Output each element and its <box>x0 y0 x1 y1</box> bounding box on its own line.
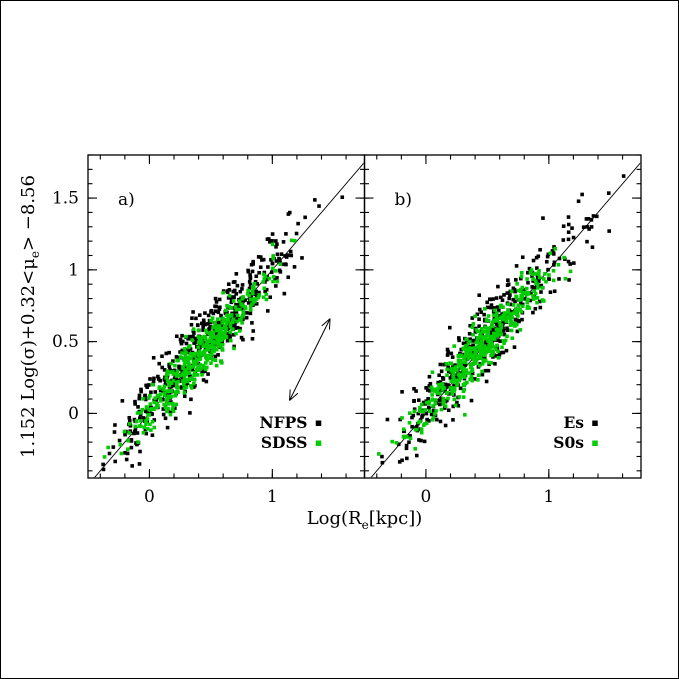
y-axis-label: 1.152 Log(σ)+0.32<μe> −8.56 <box>18 175 42 458</box>
y-tick-label: 1 <box>68 260 79 280</box>
panel-label: b) <box>395 190 413 210</box>
y-tick-label: 0.5 <box>52 332 79 352</box>
panel-label: a) <box>118 190 135 210</box>
scatter-points-SDSS <box>102 238 297 459</box>
error-direction-arrow <box>289 318 331 401</box>
x-tick-label: 1 <box>543 487 554 507</box>
x-axis-label: Log(Re[kpc]) <box>307 508 423 532</box>
legend-label-NFPS: NFPS <box>259 413 307 432</box>
axis-ticks <box>88 154 365 478</box>
legend-marker-SDSS <box>315 440 322 446</box>
legend-marker-Es <box>592 420 598 426</box>
x-tick-label: 1 <box>267 487 278 507</box>
legend-marker-S0s <box>592 440 598 446</box>
scatter-points-NFPS <box>101 195 345 472</box>
y-tick-label: 0 <box>68 404 79 424</box>
x-tick-label: 0 <box>421 487 432 507</box>
panel-frame <box>363 154 642 479</box>
y-tick-label: 1.5 <box>52 189 79 209</box>
legend-label-SDSS: SDSS <box>261 433 308 452</box>
legend-label-S0s: S0s <box>553 433 584 452</box>
legend-marker-NFPS <box>315 420 322 426</box>
scatter-points-S0s <box>376 246 573 456</box>
x-tick-label: 0 <box>144 487 155 507</box>
legend-label-Es: Es <box>563 413 584 432</box>
